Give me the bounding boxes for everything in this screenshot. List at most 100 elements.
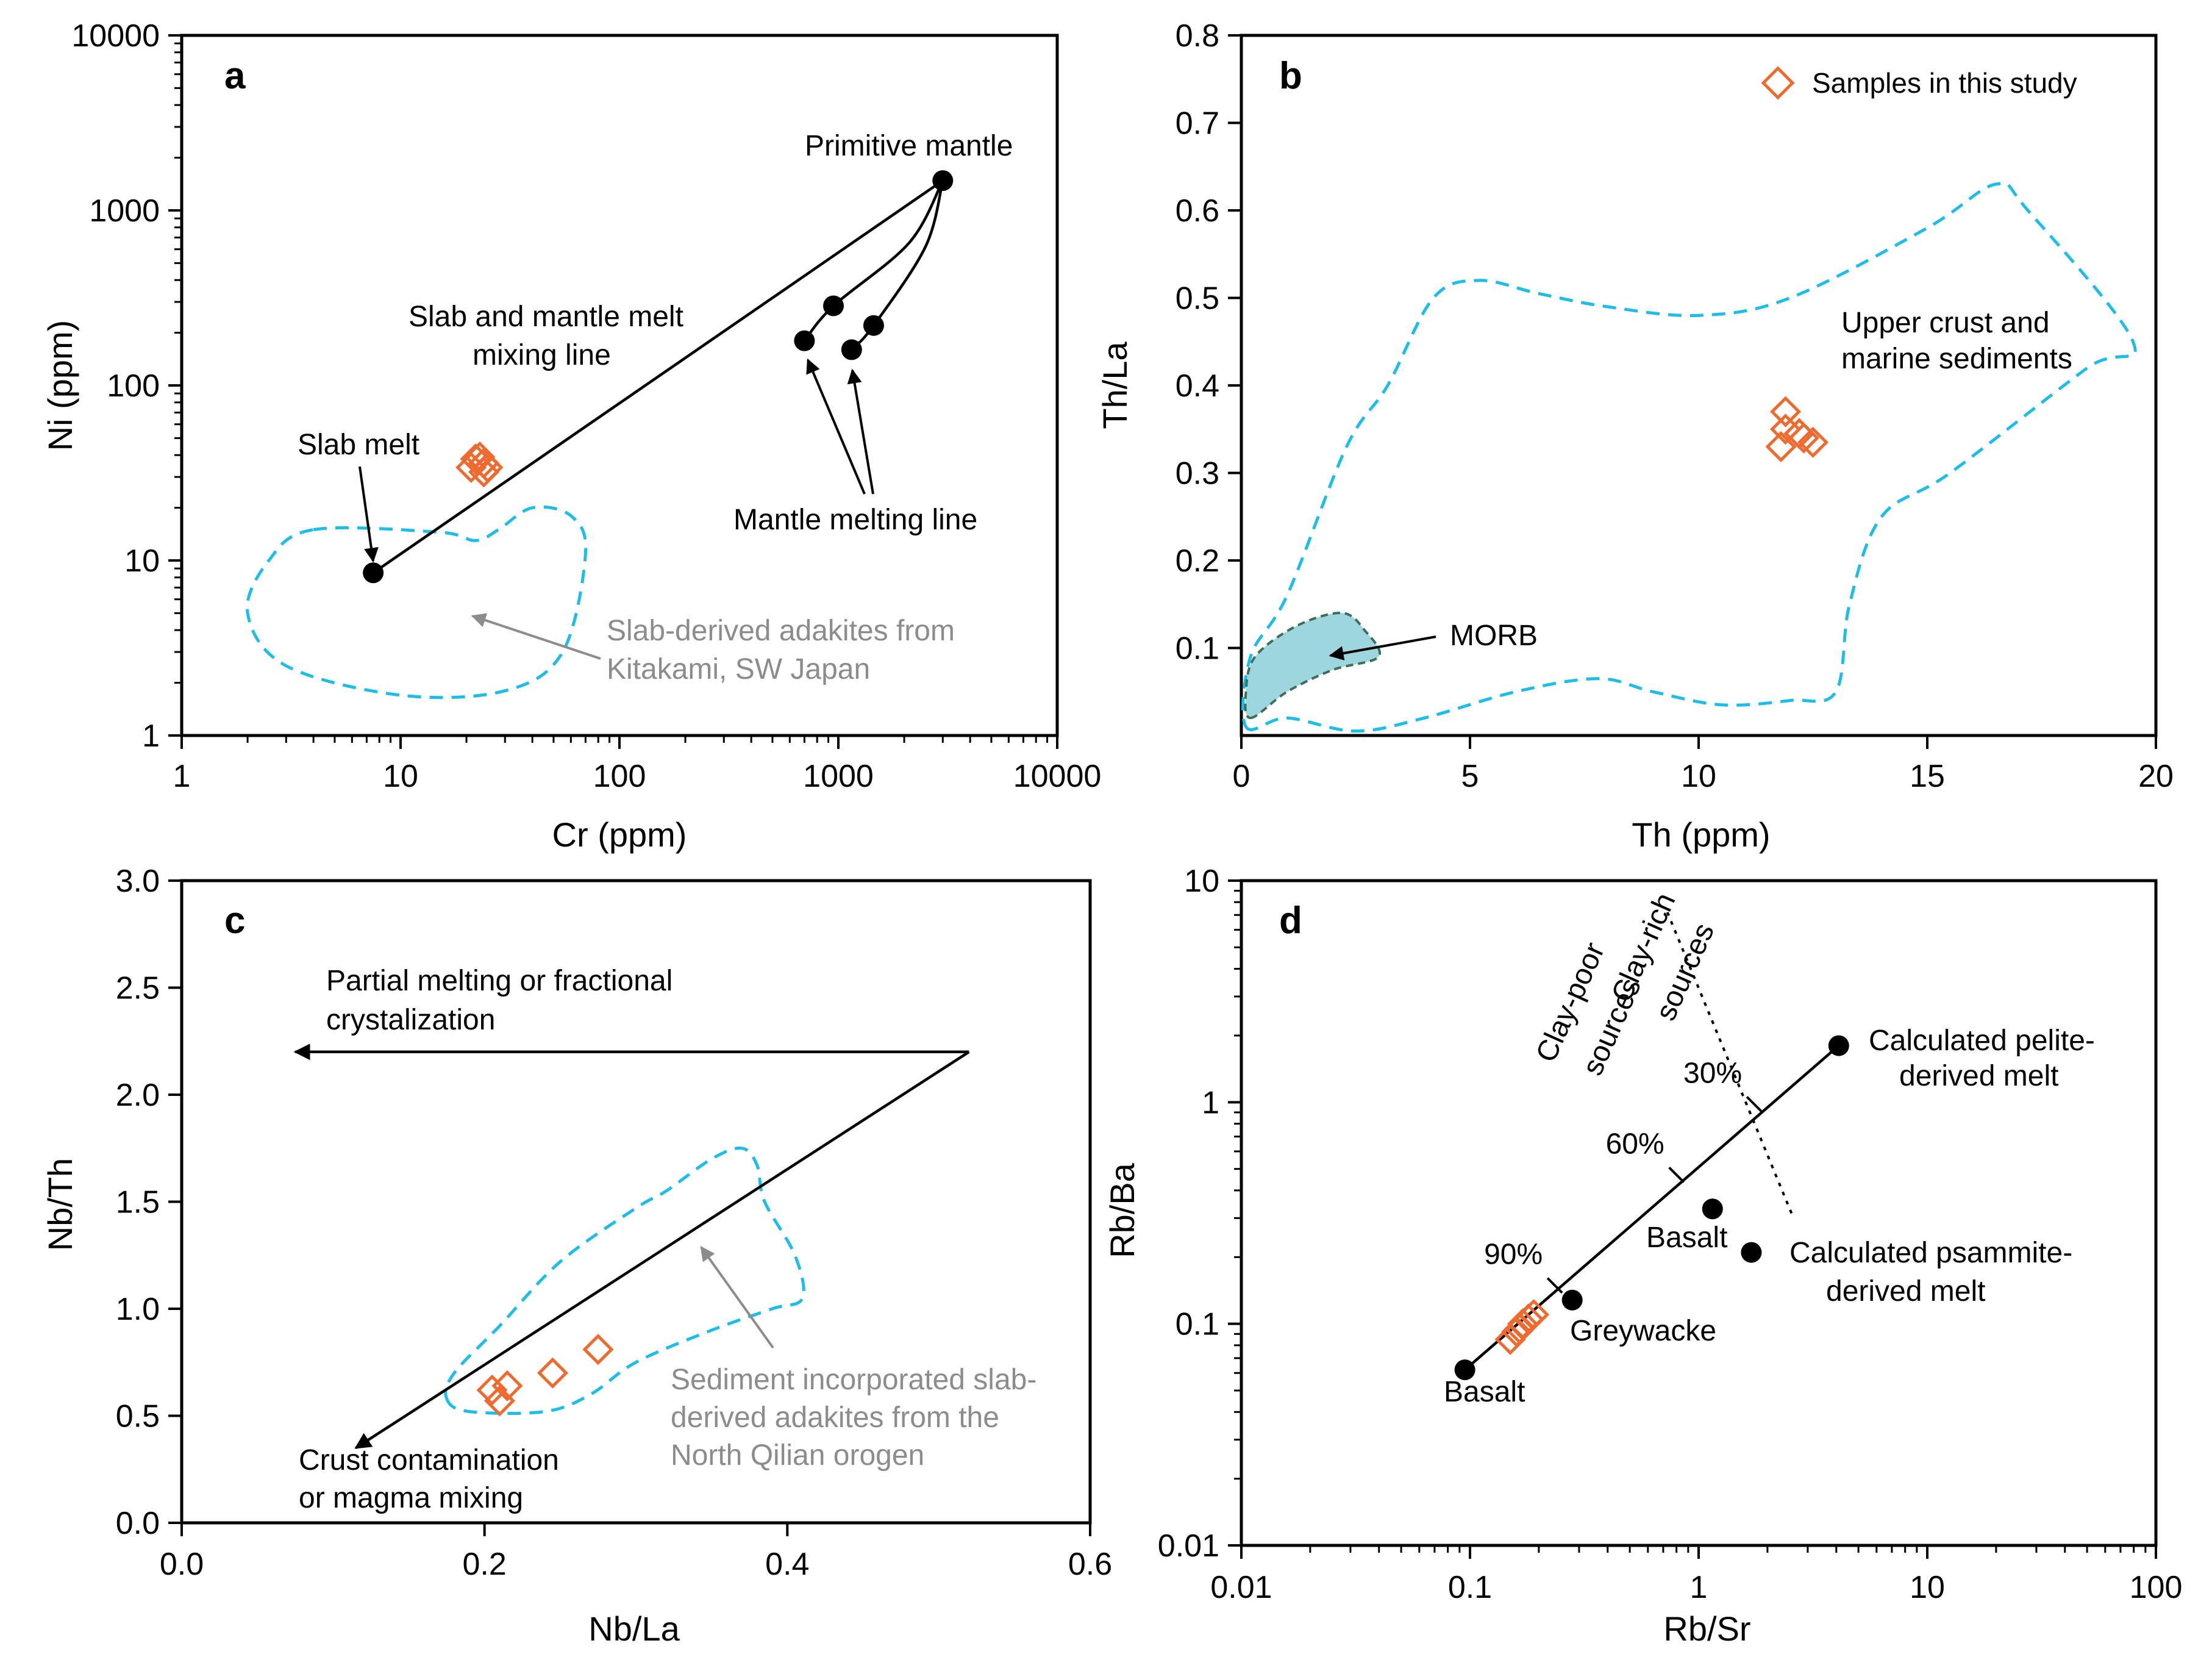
panel-a-endmember-point (794, 330, 815, 351)
panel-d-percent-label: 60% (1606, 1128, 1664, 1160)
panel-a-annotation: Slab-derived adakites from (607, 615, 955, 647)
panel-a-ytick-label: 1 (142, 718, 160, 754)
panel-d: 90% 60% 30% 0.01 0.1 1 10 100 0.01 0.1 1 10 d Rb/S… (1103, 864, 2182, 1648)
panel-d-percent-tick (1546, 1277, 1563, 1294)
panel-d-ytick-label: 10 (1184, 864, 1219, 899)
panel-b-sample-point (1788, 422, 1820, 454)
panel-a-xtick-label: 1 (173, 759, 191, 794)
panel-a-sample-point (468, 456, 500, 488)
panel-d-source-boundary (1666, 912, 1795, 1219)
panel-b-annotation: Upper crust and (1841, 307, 2050, 339)
panel-a-ytick-label: 10 (124, 543, 160, 579)
panel-d-endmember-point (1741, 1242, 1762, 1263)
panel-b-field-layer (1241, 182, 2137, 733)
panel-a-mantle-melting-curve (803, 180, 944, 342)
panel-b-xtick-label: 20 (2138, 759, 2174, 794)
panel-d-annotation: Basalt (1646, 1222, 1727, 1254)
panel-b-marks-layer (1765, 396, 1829, 462)
panel-d-lines-layer: 90% 60% 30% (1464, 912, 1840, 1371)
panel-d-annotation: Calculated pelite- (1869, 1025, 2095, 1057)
panel-a-ytick-label: 10000 (71, 18, 160, 54)
panel-c-annotation: North Qilian orogen (671, 1439, 924, 1472)
panel-d-endmember-point (1828, 1035, 1849, 1056)
panel-d-xtick-label: 0.01 (1210, 1570, 1272, 1605)
panel-a-annotation: mixing line (473, 339, 611, 371)
panel-a-endmember-point (932, 170, 954, 191)
panel-d-xtick-label: 100 (2130, 1570, 2183, 1605)
panel-a: 1 10 100 1000 10000 1 10 100 1000 10000 a Cr (ppm… (41, 18, 1101, 854)
panel-b-xlabel: Th (ppm) (1632, 815, 1770, 854)
panel-b-ytick-label: 0.2 (1176, 543, 1219, 579)
panel-d-annotation: Calculated psammite- (1789, 1237, 2072, 1269)
panel-a-line (372, 179, 944, 574)
panel-d-letter: d (1279, 900, 1302, 942)
panel-a-xtick-label: 1000 (803, 759, 874, 794)
panel-a-annotation: Mantle melting line (733, 504, 977, 536)
panel-b-field-morb (1244, 612, 1381, 720)
panel-a-xtick-label: 100 (593, 759, 646, 794)
panel-c-field-layer (444, 1147, 805, 1415)
panel-c-sample-point (537, 1357, 568, 1389)
panel-d-annotation: Basalt (1444, 1376, 1525, 1408)
panel-a-ytick-label: 100 (107, 368, 160, 404)
panel-b-xtick-label: 15 (1910, 759, 1945, 794)
panel-c-trend-arrow (354, 1050, 970, 1450)
panel-d-xlabel: Rb/Sr (1663, 1609, 1750, 1648)
panel-b-ytick-label: 0.3 (1176, 456, 1219, 492)
panel-a-mantle-melting-curve (851, 180, 944, 351)
panel-b-ticks-layer: 0 5 10 15 20 0.1 0.2 0.3 0.4 0.5 0.6 0.7 0.8 (1176, 18, 2174, 794)
panel-c-ticks-layer: 0.0 0.2 0.4 0.6 0.0 0.5 1.0 1.5 2.0 2.5 3.0 (116, 864, 1112, 1582)
panel-b-ytick-label: 0.8 (1176, 18, 1219, 54)
panel-a-endmember-point (363, 562, 384, 584)
panel-a-marks-layer (363, 170, 954, 584)
panel-c-sample-point (483, 1385, 516, 1417)
panel-b-ytick-label: 0.1 (1176, 631, 1219, 667)
panel-c-field-outline (444, 1147, 805, 1415)
panel-b-xtick-label: 0 (1233, 759, 1250, 794)
panel-c-marks-layer (476, 1334, 614, 1417)
panel-d-annotation: derived melt (1899, 1060, 2058, 1092)
panel-d-percent-label: 30% (1683, 1058, 1742, 1090)
panel-c-ytick-label: 0.5 (116, 1399, 160, 1434)
panel-d-percent-label: 90% (1484, 1239, 1543, 1271)
panel-c-ytick-label: 1.5 (116, 1185, 160, 1220)
panel-c-annotation: derived adakites from the (671, 1401, 999, 1434)
panel-d-sample-point (1504, 1313, 1536, 1345)
panel-c-ytick-label: 2.0 (116, 1078, 160, 1113)
panel-d-annotation: derived melt (1826, 1275, 1985, 1308)
panel-a-arrow-slab-melt (359, 466, 379, 563)
panel-b-annotation: marine sediments (1841, 343, 2072, 375)
panel-b-letter: b (1279, 55, 1302, 97)
panel-b-ytick-label: 0.5 (1176, 281, 1219, 317)
panel-c-ytick-label: 2.5 (116, 971, 160, 1006)
panel-a-ytick-label: 1000 (89, 193, 160, 229)
panel-d-endmember-point (1561, 1289, 1583, 1311)
panel-a-annotation: Slab and mantle melt (409, 301, 683, 333)
panel-b-xtick-label: 5 (1461, 759, 1479, 794)
panel-c: 0.0 0.2 0.4 0.6 0.0 0.5 1.0 1.5 2.0 2.5 3.0 c Nb/L… (41, 864, 1112, 1648)
panel-d-xtick-label: 10 (1910, 1570, 1945, 1605)
panel-a-arrow-mantle-1 (806, 358, 866, 495)
panel-b-sample-point (1765, 431, 1797, 462)
panel-a-endmember-point (863, 315, 884, 336)
panel-b-legend-marker (1761, 66, 1795, 100)
panel-c-arrow-adakite-label (700, 1246, 774, 1349)
panel-d-percent-tick (1746, 1096, 1763, 1112)
panel-c-sample-point (491, 1370, 523, 1401)
panel-c-lines-layer (293, 1043, 970, 1450)
panel-a-letter: a (224, 55, 246, 97)
panel-c-xtick-label: 0.4 (765, 1547, 809, 1582)
panel-a-xtick-label: 10000 (1013, 759, 1102, 794)
panel-a-xtick-label: 10 (383, 759, 418, 794)
panel-c-sample-point (582, 1334, 614, 1365)
panel-c-ylabel: Nb/Th (41, 1158, 79, 1251)
panel-c-annotation: or magma mixing (299, 1482, 523, 1514)
panel-c-annotation: Sediment incorporated slab- (671, 1364, 1036, 1396)
panel-c-letter: c (224, 900, 245, 942)
panel-c-annotation: Crust contamination (299, 1444, 559, 1476)
panel-b-xtick-label: 10 (1681, 759, 1716, 794)
panel-d-annotation: Greywacke (1570, 1315, 1716, 1347)
panel-d-ytick-label: 0.1 (1176, 1307, 1219, 1342)
panel-d-endmember-point (1454, 1359, 1475, 1381)
